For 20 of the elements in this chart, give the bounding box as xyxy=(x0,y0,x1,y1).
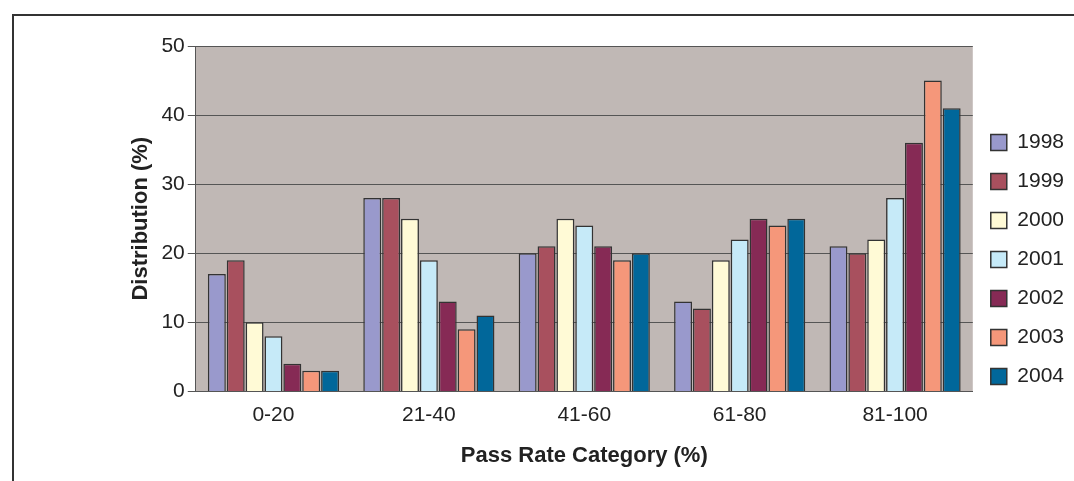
x-axis-title: Pass Rate Category (%) xyxy=(460,441,708,467)
legend-label: 2001 xyxy=(1017,246,1064,270)
y-tick-label: 20 xyxy=(161,240,185,264)
x-tick-label: 21-40 xyxy=(402,401,456,425)
x-tick-label: 81-100 xyxy=(862,401,928,425)
y-tick-label: 10 xyxy=(161,309,185,333)
x-tick-label: 41-60 xyxy=(557,401,612,425)
legend-label: 1998 xyxy=(1017,129,1064,153)
y-axis-title: Distribution (%) xyxy=(127,136,153,301)
legend-label: 2003 xyxy=(1017,324,1064,348)
y-tick-label: 40 xyxy=(161,101,185,125)
legend-label: 2000 xyxy=(1017,207,1064,231)
y-tick-label: 50 xyxy=(161,32,185,56)
legend-label: 2004 xyxy=(1017,363,1065,387)
x-tick-label: 0-20 xyxy=(252,401,295,425)
legend-label: 1999 xyxy=(1017,168,1064,192)
y-tick-label: 30 xyxy=(161,170,185,194)
y-tick-label: 0 xyxy=(173,378,185,402)
x-tick-label: 61-80 xyxy=(712,401,767,425)
legend-label: 2002 xyxy=(1017,285,1064,309)
